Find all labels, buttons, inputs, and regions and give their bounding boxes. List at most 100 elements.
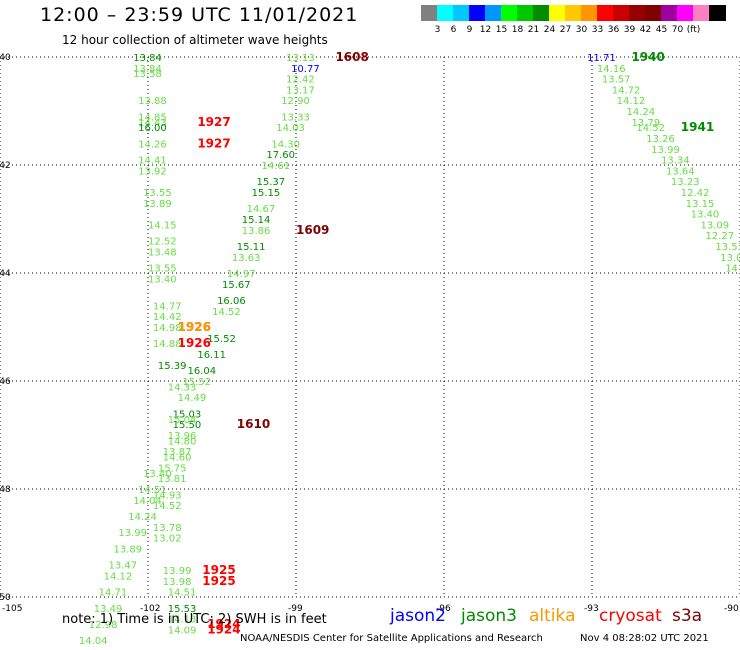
- legend-swatch: [485, 5, 502, 21]
- swh-label: 1925: [202, 574, 235, 588]
- legend-label: 42: [639, 25, 652, 35]
- swh-label: 14.09: [168, 625, 197, 636]
- swh-label: 14.03: [276, 123, 305, 134]
- swh-label: 13.33: [281, 112, 310, 123]
- swh-label: 14.15: [148, 220, 177, 231]
- swh-label: 13.0: [720, 253, 740, 264]
- swh-label: 14.52: [636, 123, 665, 134]
- legend-swatch: [437, 5, 454, 21]
- swh-label: 14.16: [597, 64, 626, 75]
- swh-label: 14.67: [247, 204, 276, 215]
- swh-label: 14.98: [153, 323, 182, 334]
- swh-label: 13.02: [153, 534, 182, 545]
- legend-label: 3: [434, 25, 441, 35]
- satellite-jason3: jason3: [461, 606, 517, 626]
- legend-swatch: [709, 5, 726, 21]
- swh-label: 13.26: [646, 134, 675, 145]
- legend-label: (ft): [686, 25, 701, 35]
- legend-swatch: [501, 5, 518, 21]
- swh-label: 13.88: [138, 96, 167, 107]
- swh-label: 13.47: [109, 561, 138, 572]
- swh-label: 13.86: [242, 226, 271, 237]
- swh-label: 13.64: [666, 166, 695, 177]
- swh-label: 13.84: [133, 64, 162, 75]
- legend-label: 33: [591, 25, 604, 35]
- swh-label: 15.52: [207, 334, 236, 345]
- swh-label: 13.09: [701, 220, 730, 231]
- swh-label: 16.04: [187, 366, 216, 377]
- swh-label: 13.13: [286, 53, 315, 64]
- swh-label: 13.84: [133, 53, 162, 64]
- page-subtitle: 12 hour collection of altimeter wave hei…: [62, 33, 328, 47]
- swh-label: 14.51: [138, 485, 167, 496]
- legend-swatch: [469, 5, 486, 21]
- swh-label: 13.96: [168, 431, 197, 442]
- swh-label: 13.87: [163, 447, 192, 458]
- swh-label: 13.53: [715, 242, 740, 253]
- swh-label: 13.99: [651, 145, 680, 156]
- swh-label: 13.99: [118, 528, 147, 539]
- lon-tick-label: -105: [2, 604, 22, 614]
- legend-swatch: [693, 5, 710, 21]
- legend-label: 70: [671, 25, 684, 35]
- legend-label: 9: [466, 25, 473, 35]
- swh-label: 14.51: [168, 588, 197, 599]
- legend-swatch: [661, 5, 678, 21]
- swh-label: 13.40: [691, 210, 720, 221]
- swh-label: 1940: [631, 50, 664, 64]
- swh-label: 16.06: [217, 296, 246, 307]
- swh-label: 10.77: [291, 64, 320, 75]
- legend-swatch: [565, 5, 582, 21]
- swh-label: 1926: [178, 320, 211, 334]
- swh-label: 1609: [296, 223, 329, 237]
- lon-tick-label: -90: [724, 604, 739, 614]
- page-title: 12:00 – 23:59 UTC 11/01/2021: [40, 4, 359, 26]
- swh-label: 14.12: [617, 96, 646, 107]
- legend-label: 45: [655, 25, 668, 35]
- swh-label: 14.80: [168, 436, 197, 447]
- legend-swatch: [517, 5, 534, 21]
- swh-label: 14.12: [104, 571, 133, 582]
- lat-tick-label: -46: [0, 377, 11, 387]
- swh-label: 14.88: [153, 339, 182, 350]
- swh-label: 1926: [178, 336, 211, 350]
- legend-swatch: [453, 5, 470, 21]
- swh-label: 14.85: [138, 112, 167, 123]
- swh-label: 17.60: [266, 150, 295, 161]
- lat-tick-label: -44: [0, 269, 11, 279]
- lon-tick-label: -102: [140, 604, 160, 614]
- swh-label: 14.52: [212, 307, 241, 318]
- swh-label: 13.92: [138, 166, 167, 177]
- legend-label: 24: [543, 25, 556, 35]
- swh-label: 1924: [207, 622, 240, 636]
- legend-swatch: [677, 5, 694, 21]
- legend-label: 39: [623, 25, 636, 35]
- swh-label: 15.52: [183, 377, 212, 388]
- satellite-cryosat: cryosat: [599, 606, 662, 626]
- swh-label: 13.40: [143, 469, 172, 480]
- legend-swatch: [533, 5, 550, 21]
- swh-label: 13.98: [163, 577, 192, 588]
- swh-label: 1927: [197, 136, 230, 150]
- swh-label: 13.78: [153, 523, 182, 534]
- swh-label: 13.55: [143, 188, 172, 199]
- swh-label: 14.49: [178, 393, 207, 404]
- swh-label: 15.15: [252, 188, 281, 199]
- swh-label: 14.77: [153, 301, 182, 312]
- swh-label: 14.97: [227, 269, 256, 280]
- swh-label: 14.52: [153, 501, 182, 512]
- legend-swatch: [581, 5, 598, 21]
- swh-label: 14.33: [168, 382, 197, 393]
- legend-swatch: [549, 5, 566, 21]
- swh-label: 14.72: [612, 85, 641, 96]
- swh-label: 1927: [197, 115, 230, 129]
- swh-label: 13.40: [148, 274, 177, 285]
- lat-tick-label: -48: [0, 485, 11, 495]
- swh-label: 13.99: [163, 566, 192, 577]
- swh-label: 13.23: [671, 177, 700, 188]
- swh-label: 13.48: [148, 247, 177, 258]
- swh-label: 15.75: [158, 463, 187, 474]
- swh-label: 1608: [335, 50, 368, 64]
- satellite-s3a: s3a: [672, 606, 703, 626]
